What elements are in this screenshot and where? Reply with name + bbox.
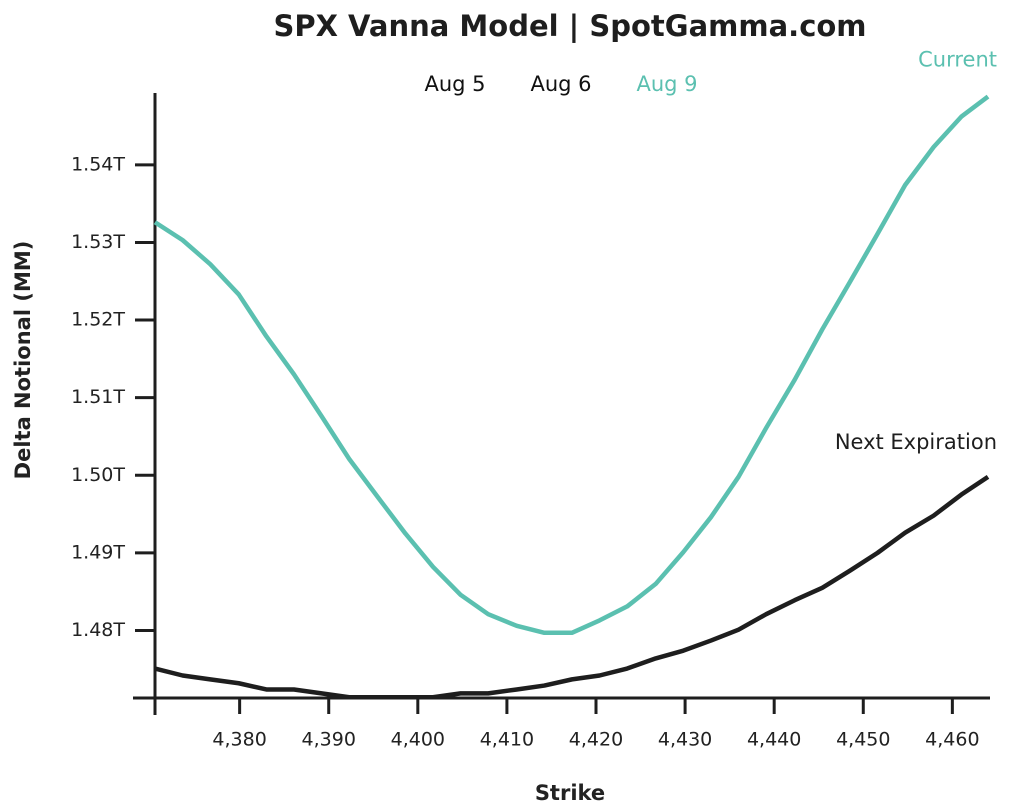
y-tick-label: 1.54T	[71, 153, 125, 175]
y-tick-label: 1.48T	[71, 619, 125, 641]
x-tick-label: 4,460	[925, 729, 979, 751]
date-button[interactable]: Aug 5	[424, 72, 485, 96]
series-line	[154, 474, 990, 700]
y-axis-label: Delta Notional (MM)	[11, 241, 35, 480]
series-label: Current	[918, 48, 997, 72]
x-tick-label: 4,440	[747, 729, 801, 751]
y-tick-label: 1.49T	[71, 541, 125, 563]
x-tick-label: 4,430	[658, 729, 712, 751]
y-tick-label: 1.50T	[71, 464, 125, 486]
y-tick-label: 1.51T	[71, 386, 125, 408]
series-line	[153, 94, 990, 636]
x-tick-label: 4,400	[391, 729, 445, 751]
chart-title: SPX Vanna Model | SpotGamma.com	[273, 9, 866, 43]
x-tick-label: 4,390	[302, 729, 356, 751]
x-tick-label: 4,380	[212, 729, 266, 751]
y-tick-label: 1.52T	[71, 309, 125, 331]
x-tick-label: 4,450	[836, 729, 890, 751]
date-button[interactable]: Aug 6	[530, 72, 591, 96]
x-tick-label: 4,410	[480, 729, 534, 751]
y-tick-label: 1.53T	[71, 231, 125, 253]
x-tick-label: 4,420	[569, 729, 623, 751]
date-button[interactable]: Aug 9	[636, 72, 697, 96]
series-label: Next Expiration	[835, 430, 997, 454]
x-axis-label: Strike	[535, 781, 605, 805]
